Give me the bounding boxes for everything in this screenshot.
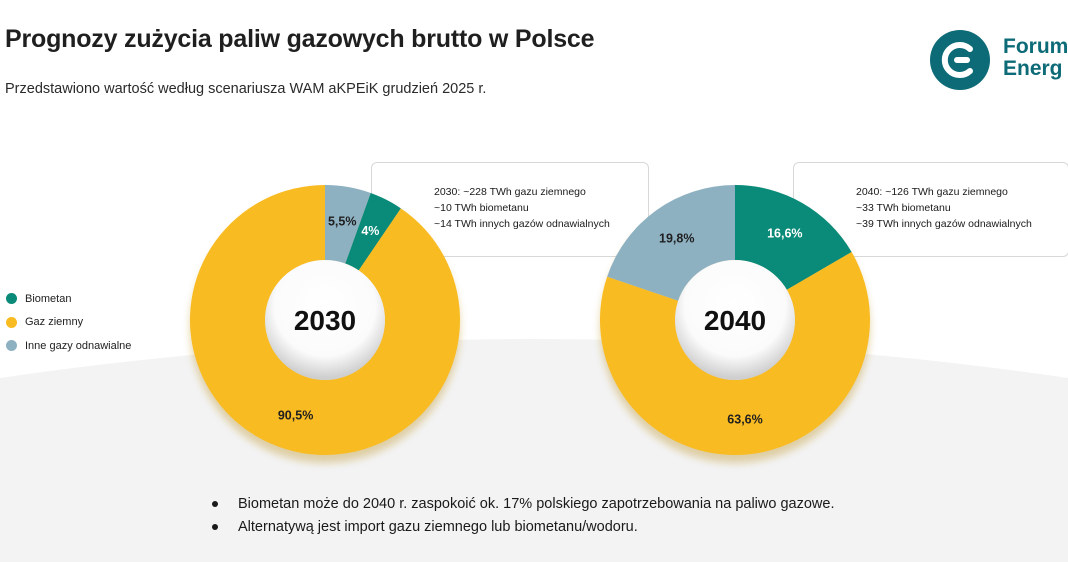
bullet-dot [212,524,218,530]
chart-legend: Biometan Gaz ziemny Inne gazy odnawialne [6,287,131,358]
legend-item-inne-gazy: Inne gazy odnawialne [6,334,131,358]
slice-label: 19,8% [659,232,694,246]
donut-center-label: 2030 [294,305,356,336]
bullet-item: Alternatywą jest import gazu ziemnego lu… [212,515,834,538]
legend-swatch [6,340,17,351]
legend-label: Biometan [25,293,71,305]
donut-chart-2040: 16,6% 63,6% 19,8% 2040 [600,185,870,463]
legend-item-biometan: Biometan [6,287,131,311]
slice-label: 4% [361,224,379,238]
legend-label: Inne gazy odnawialne [25,340,131,352]
donut-center-label: 2040 [704,305,766,336]
donut-charts: 5,5% 4% 90,5% 2030 16,6% 63,6% 19,8% 2040 [0,0,1068,562]
slice-label: 63,6% [727,412,762,426]
slice-label: 5,5% [328,214,357,228]
legend-item-gaz-ziemny: Gaz ziemny [6,311,131,335]
legend-swatch [6,317,17,328]
bullet-item: Biometan może do 2040 r. zaspokoić ok. 1… [212,492,834,515]
slice-label: 90,5% [278,409,313,423]
legend-swatch [6,293,17,304]
bullet-text: Biometan może do 2040 r. zaspokoić ok. 1… [238,496,834,512]
bullet-dot [212,501,218,507]
bullet-text: Alternatywą jest import gazu ziemnego lu… [238,519,638,535]
donut-chart-2030: 5,5% 4% 90,5% 2030 [190,185,460,463]
legend-label: Gaz ziemny [25,316,83,328]
slice-label: 16,6% [767,226,802,240]
bullet-list: Biometan może do 2040 r. zaspokoić ok. 1… [212,492,834,538]
